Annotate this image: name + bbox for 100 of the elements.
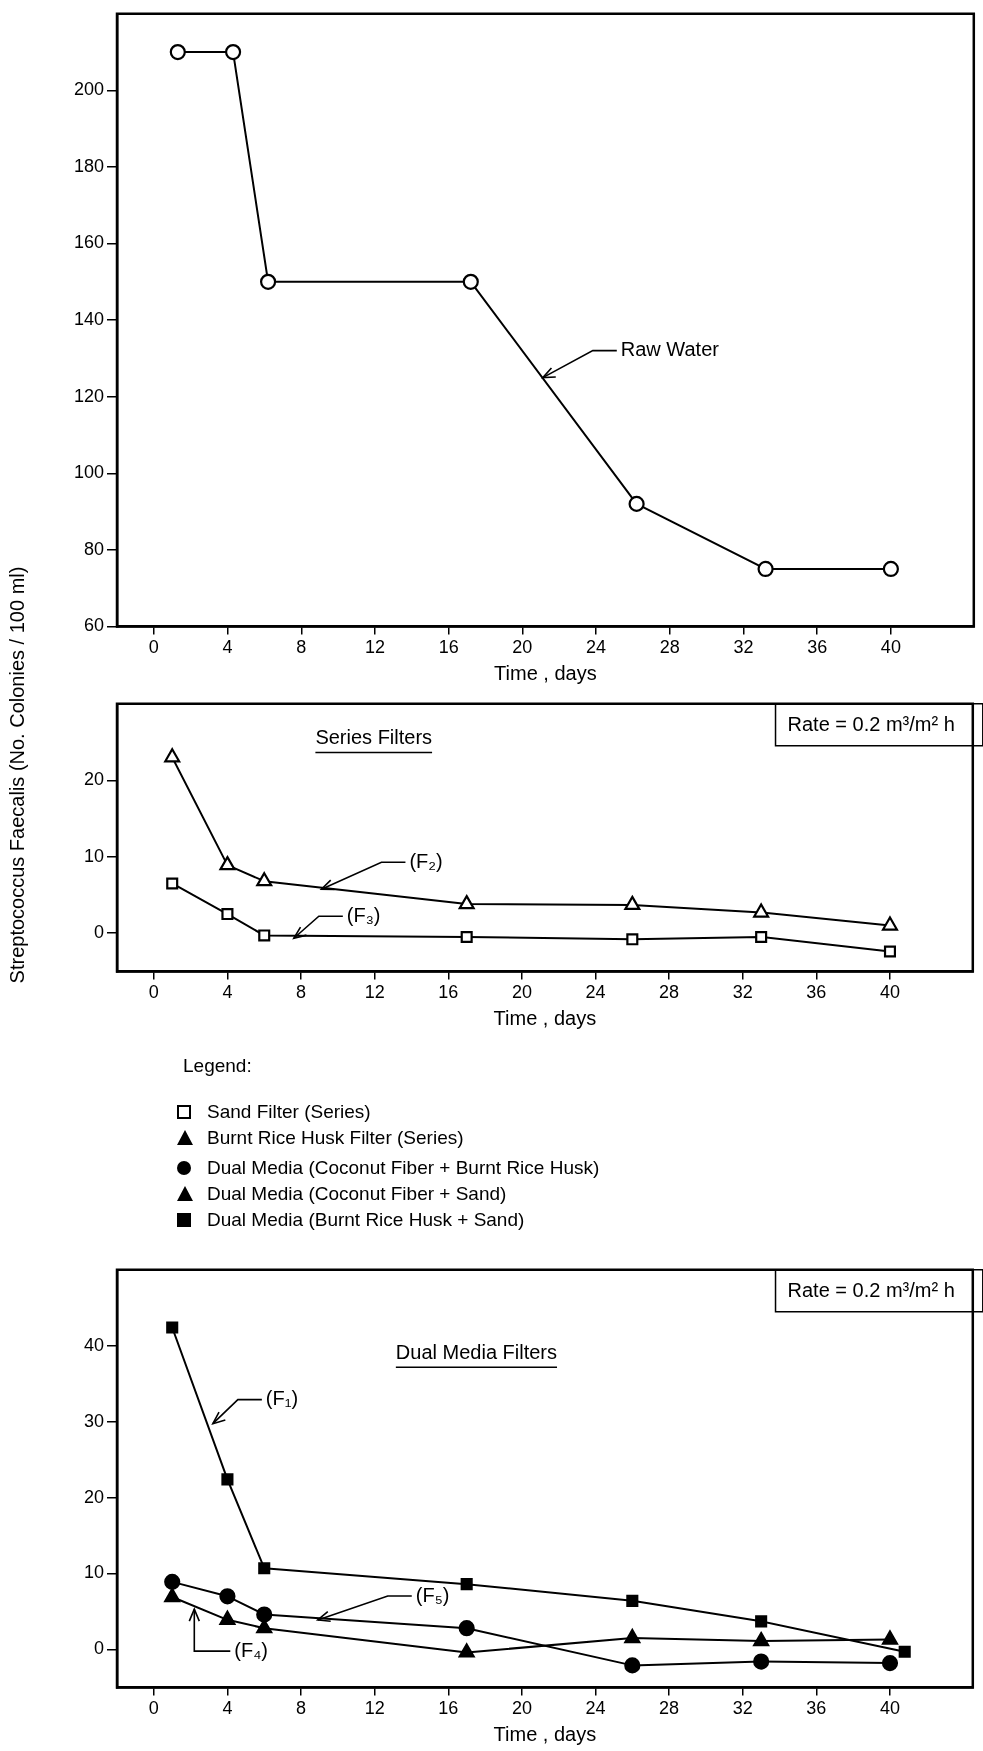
x-tick-label: 8 <box>296 1698 307 1719</box>
y-tick-label: 30 <box>83 1410 104 1431</box>
x-tick-label: 36 <box>806 1698 827 1719</box>
x-tick-label: 16 <box>438 637 459 658</box>
point <box>224 43 242 61</box>
legend-title: Legend: <box>183 1055 253 1077</box>
y-tick-label: 0 <box>93 1638 104 1659</box>
point <box>219 856 236 871</box>
x-tick-label: 24 <box>585 1698 606 1719</box>
y-tick-label: 20 <box>83 1486 104 1507</box>
point <box>458 1620 475 1637</box>
point <box>881 916 899 931</box>
annotation: (F₄) <box>234 1638 268 1661</box>
point <box>624 895 641 910</box>
point <box>460 1578 473 1591</box>
x-tick-label: 28 <box>659 1698 680 1719</box>
x-tick-label: 40 <box>879 1698 900 1719</box>
x-tick-label: 0 <box>148 982 159 1003</box>
x-tick-label: 20 <box>511 1698 532 1719</box>
point <box>256 872 273 887</box>
legend-label: Dual Media (Coconut Fiber + Sand) <box>207 1183 507 1205</box>
annotation: (F₃) <box>346 903 381 926</box>
y-tick-label: 100 <box>73 462 104 483</box>
x-tick-label: 4 <box>222 982 233 1003</box>
x-tick-label: 16 <box>438 982 459 1003</box>
x-tick-label: 4 <box>222 1698 233 1719</box>
point <box>882 560 899 578</box>
y-tick-label: 160 <box>73 232 104 253</box>
y-tick-label: 140 <box>73 309 104 330</box>
point <box>169 43 186 61</box>
x-tick-label: 12 <box>364 982 385 1003</box>
y-tick-label: 0 <box>93 922 104 943</box>
point <box>219 1610 236 1625</box>
annotation: Rate = 0.2 m³/m² h <box>787 1279 955 1302</box>
annotation: (F₁) <box>265 1387 299 1410</box>
x-tick-label: 0 <box>148 1698 159 1719</box>
point <box>753 1631 770 1647</box>
point <box>166 1321 179 1334</box>
x-tick-label: 12 <box>364 637 385 658</box>
annotation: (F₂) <box>409 849 443 872</box>
point <box>753 903 770 918</box>
x-tick-label: 8 <box>296 637 307 658</box>
x-axis-title: Time , days <box>494 661 597 684</box>
annotation: Series Filters <box>315 726 433 749</box>
point <box>626 933 639 946</box>
x-tick-label: 28 <box>659 982 680 1003</box>
point <box>757 560 774 578</box>
point <box>755 930 768 944</box>
point <box>166 877 179 890</box>
annotation: Rate = 0.2 m³/m² h <box>787 713 955 736</box>
point <box>259 273 277 290</box>
x-tick-label: 0 <box>148 637 159 658</box>
point <box>881 1655 899 1672</box>
x-tick-label: 32 <box>732 1698 753 1719</box>
legend-label: Dual Media (Burnt Rice Husk + Sand) <box>207 1209 525 1231</box>
annotation: Raw Water <box>620 338 720 361</box>
x-tick-label: 40 <box>880 637 901 658</box>
y-tick-label: 10 <box>83 1562 104 1583</box>
x-axis-title: Time , days <box>493 1006 597 1029</box>
point <box>256 1606 273 1623</box>
point <box>462 273 479 290</box>
x-tick-label: 24 <box>585 982 606 1003</box>
x-tick-label: 4 <box>222 637 233 658</box>
x-tick-label: 36 <box>807 637 828 658</box>
y-tick-label: 200 <box>73 79 104 100</box>
point <box>221 908 234 921</box>
x-tick-label: 20 <box>512 637 533 658</box>
x-tick-label: 32 <box>733 637 754 658</box>
point <box>164 1587 181 1603</box>
point <box>258 1562 271 1575</box>
point <box>458 1643 475 1658</box>
point <box>164 748 181 763</box>
annotation: Dual Media Filters <box>395 1340 558 1363</box>
x-tick-label: 20 <box>511 982 532 1003</box>
point <box>624 1628 641 1644</box>
y-tick-label: 120 <box>73 385 104 406</box>
annotation: (F₅) <box>415 1583 450 1606</box>
point <box>221 1473 234 1486</box>
point <box>628 495 645 512</box>
legend-label: Sand Filter (Series) <box>207 1101 371 1123</box>
point <box>164 1573 181 1590</box>
legend-label: Burnt Rice Husk Filter (Series) <box>207 1127 464 1149</box>
y-tick-label: 60 <box>83 615 104 636</box>
point <box>458 895 475 910</box>
point <box>753 1653 770 1670</box>
legend-label: Dual Media (Coconut Fiber + Burnt Rice Husk) <box>207 1157 600 1179</box>
x-tick-label: 40 <box>879 982 900 1003</box>
point <box>755 1615 768 1628</box>
point <box>883 945 897 958</box>
point <box>460 930 473 944</box>
y-axis-title: Streptococcus Faecalis (No. Colonies / 100 ml) <box>6 566 29 984</box>
point <box>626 1594 639 1607</box>
point <box>881 1630 899 1645</box>
x-tick-label: 8 <box>296 982 307 1003</box>
point <box>898 1645 911 1658</box>
point <box>258 929 271 942</box>
x-tick-label: 16 <box>438 1698 459 1719</box>
y-tick-label: 10 <box>83 845 104 866</box>
x-tick-label: 24 <box>586 637 607 658</box>
x-tick-label: 32 <box>732 982 753 1003</box>
